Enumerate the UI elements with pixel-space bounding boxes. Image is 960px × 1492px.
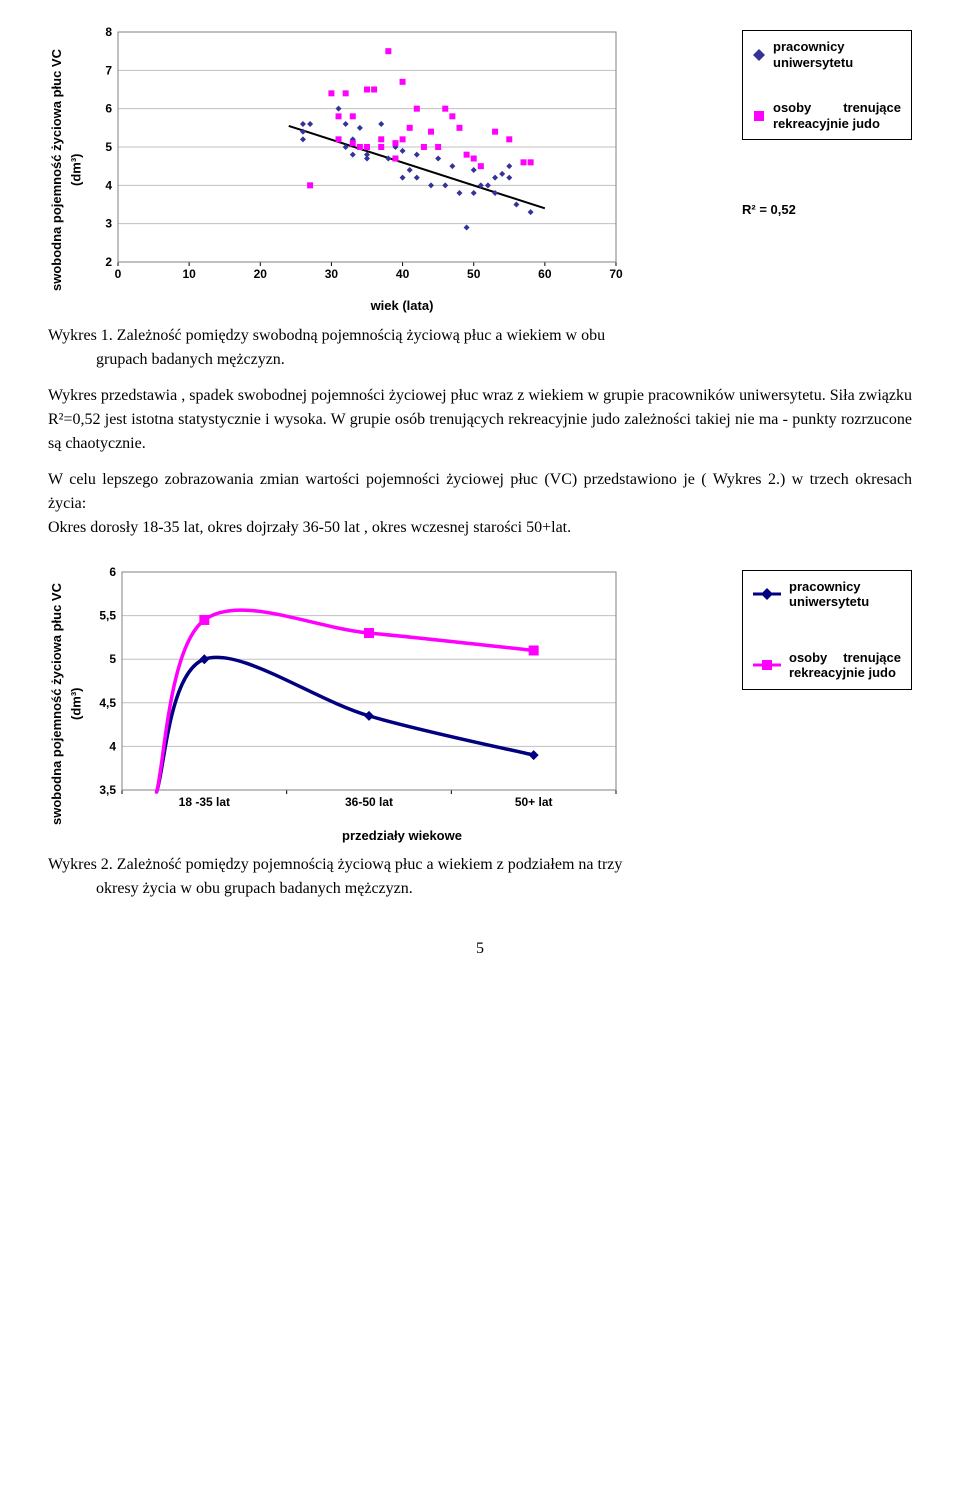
legend-label: osoby trenujące rekreacyjnie judo (789, 650, 901, 681)
svg-text:4: 4 (109, 739, 116, 753)
chart1-plot-area: 2 3 4 5 6 7 8 0 10 20 30 40 50 60 70 (84, 24, 624, 284)
r-squared-value: R² = 0,52 (742, 200, 912, 220)
legend-label: pracownicy uniwersytetu (773, 39, 901, 70)
legend-entry-judo: osoby trenujące rekreacyjnie judo (753, 650, 901, 681)
legend-entry-judo: osoby trenujące rekreacyjnie judo (753, 100, 901, 131)
svg-text:3: 3 (105, 217, 112, 231)
chart1-xaxis-label: wiek (lata) (84, 296, 720, 316)
diamond-marker-icon (753, 49, 765, 61)
svg-text:7: 7 (105, 63, 112, 77)
legend-label: osoby trenujące rekreacyjnie judo (773, 100, 901, 131)
svg-text:6: 6 (105, 102, 112, 116)
svg-text:20: 20 (254, 267, 268, 281)
line-chart: swobodna pojemność życiowa płuc VC(dm³) … (48, 564, 912, 846)
chart1-caption: Wykres 1. Zależność pomiędzy swobodną po… (48, 324, 912, 372)
svg-text:2: 2 (105, 255, 112, 269)
legend-entry-pracownicy: pracownicy uniwersytetu (753, 39, 901, 70)
chart1-legend: pracownicy uniwersytetu osoby trenujące … (742, 30, 912, 140)
chart2-caption: Wykres 2. Zależność pomiędzy pojemnością… (48, 853, 912, 901)
svg-text:36-50 lat: 36-50 lat (345, 795, 393, 809)
chart1-yaxis-label: swobodna pojemność życiowa płuc VC(dm³) (47, 49, 86, 291)
legend-label: pracownicy uniwersytetu (789, 579, 901, 610)
svg-text:5,5: 5,5 (99, 608, 116, 622)
svg-text:5: 5 (109, 652, 116, 666)
svg-text:50: 50 (467, 267, 481, 281)
chart2-legend: pracownicy uniwersytetu osoby trenujące … (742, 570, 912, 690)
body-paragraph: Okres dorosły 18-35 lat, okres dojrzały … (48, 516, 912, 540)
chart2-plot-area: 3,5 4 4,5 5 5,5 6 18 -35 lat 36-50 lat 50+ lat (84, 564, 624, 814)
square-line-icon (753, 659, 781, 671)
svg-text:4: 4 (105, 178, 112, 192)
svg-text:18 -35 lat: 18 -35 lat (179, 795, 230, 809)
body-paragraph: Wykres przedstawia , spadek swobodnej po… (48, 384, 912, 456)
svg-text:3,5: 3,5 (99, 783, 116, 797)
svg-text:50+ lat: 50+ lat (515, 795, 553, 809)
chart2-xaxis-label: przedziały wiekowe (84, 826, 720, 846)
svg-text:40: 40 (396, 267, 410, 281)
svg-text:70: 70 (609, 267, 623, 281)
chart2-yaxis-label: swobodna pojemność życiowa płuc VC(dm³) (47, 583, 86, 825)
page-number: 5 (48, 937, 912, 961)
diamond-line-icon (753, 588, 781, 600)
svg-text:5: 5 (105, 140, 112, 154)
svg-text:10: 10 (182, 267, 196, 281)
square-marker-icon (753, 110, 765, 122)
svg-text:6: 6 (109, 565, 116, 579)
svg-text:0: 0 (115, 267, 122, 281)
svg-text:8: 8 (105, 25, 112, 39)
body-paragraph: W celu lepszego zobrazowania zmian warto… (48, 468, 912, 516)
svg-text:4,5: 4,5 (99, 695, 116, 709)
scatter-chart: swobodna pojemność życiowa płuc VC(dm³) … (48, 24, 912, 316)
svg-text:60: 60 (538, 267, 552, 281)
svg-text:30: 30 (325, 267, 339, 281)
legend-entry-pracownicy: pracownicy uniwersytetu (753, 579, 901, 610)
